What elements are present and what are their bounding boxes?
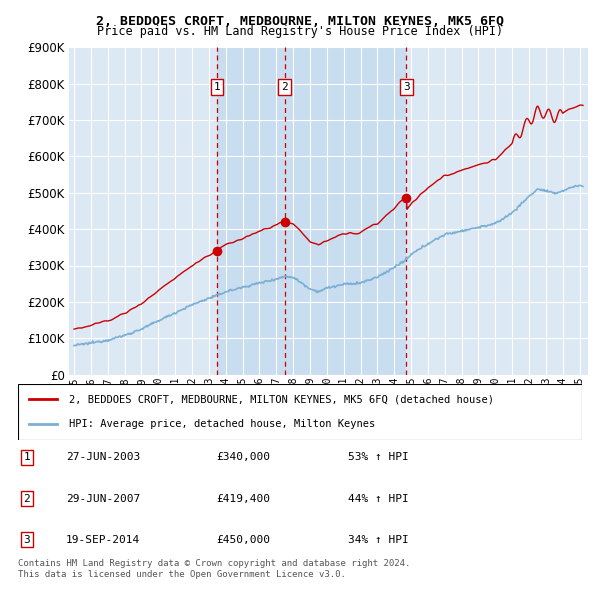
Text: Contains HM Land Registry data © Crown copyright and database right 2024.: Contains HM Land Registry data © Crown c… <box>18 559 410 568</box>
Text: 29-JUN-2007: 29-JUN-2007 <box>66 494 140 503</box>
Text: HPI: Average price, detached house, Milton Keynes: HPI: Average price, detached house, Milt… <box>69 419 375 429</box>
Text: This data is licensed under the Open Government Licence v3.0.: This data is licensed under the Open Gov… <box>18 571 346 579</box>
Text: £340,000: £340,000 <box>216 453 270 462</box>
Text: 53% ↑ HPI: 53% ↑ HPI <box>348 453 409 462</box>
Text: 2, BEDDOES CROFT, MEDBOURNE, MILTON KEYNES, MK5 6FQ: 2, BEDDOES CROFT, MEDBOURNE, MILTON KEYN… <box>96 15 504 28</box>
Text: 2: 2 <box>281 82 288 92</box>
Text: 1: 1 <box>23 453 31 462</box>
Text: 34% ↑ HPI: 34% ↑ HPI <box>348 535 409 545</box>
FancyBboxPatch shape <box>18 384 582 440</box>
Text: 3: 3 <box>403 82 410 92</box>
Text: 44% ↑ HPI: 44% ↑ HPI <box>348 494 409 503</box>
Text: £419,400: £419,400 <box>216 494 270 503</box>
Text: 2, BEDDOES CROFT, MEDBOURNE, MILTON KEYNES, MK5 6FQ (detached house): 2, BEDDOES CROFT, MEDBOURNE, MILTON KEYN… <box>69 394 494 404</box>
Text: 19-SEP-2014: 19-SEP-2014 <box>66 535 140 545</box>
Text: £450,000: £450,000 <box>216 535 270 545</box>
Text: 2: 2 <box>23 494 31 503</box>
Text: 3: 3 <box>23 535 31 545</box>
Bar <box>284 47 406 375</box>
Text: 1: 1 <box>214 82 220 92</box>
Text: Price paid vs. HM Land Registry's House Price Index (HPI): Price paid vs. HM Land Registry's House … <box>97 25 503 38</box>
Text: 27-JUN-2003: 27-JUN-2003 <box>66 453 140 462</box>
Bar <box>217 47 284 375</box>
